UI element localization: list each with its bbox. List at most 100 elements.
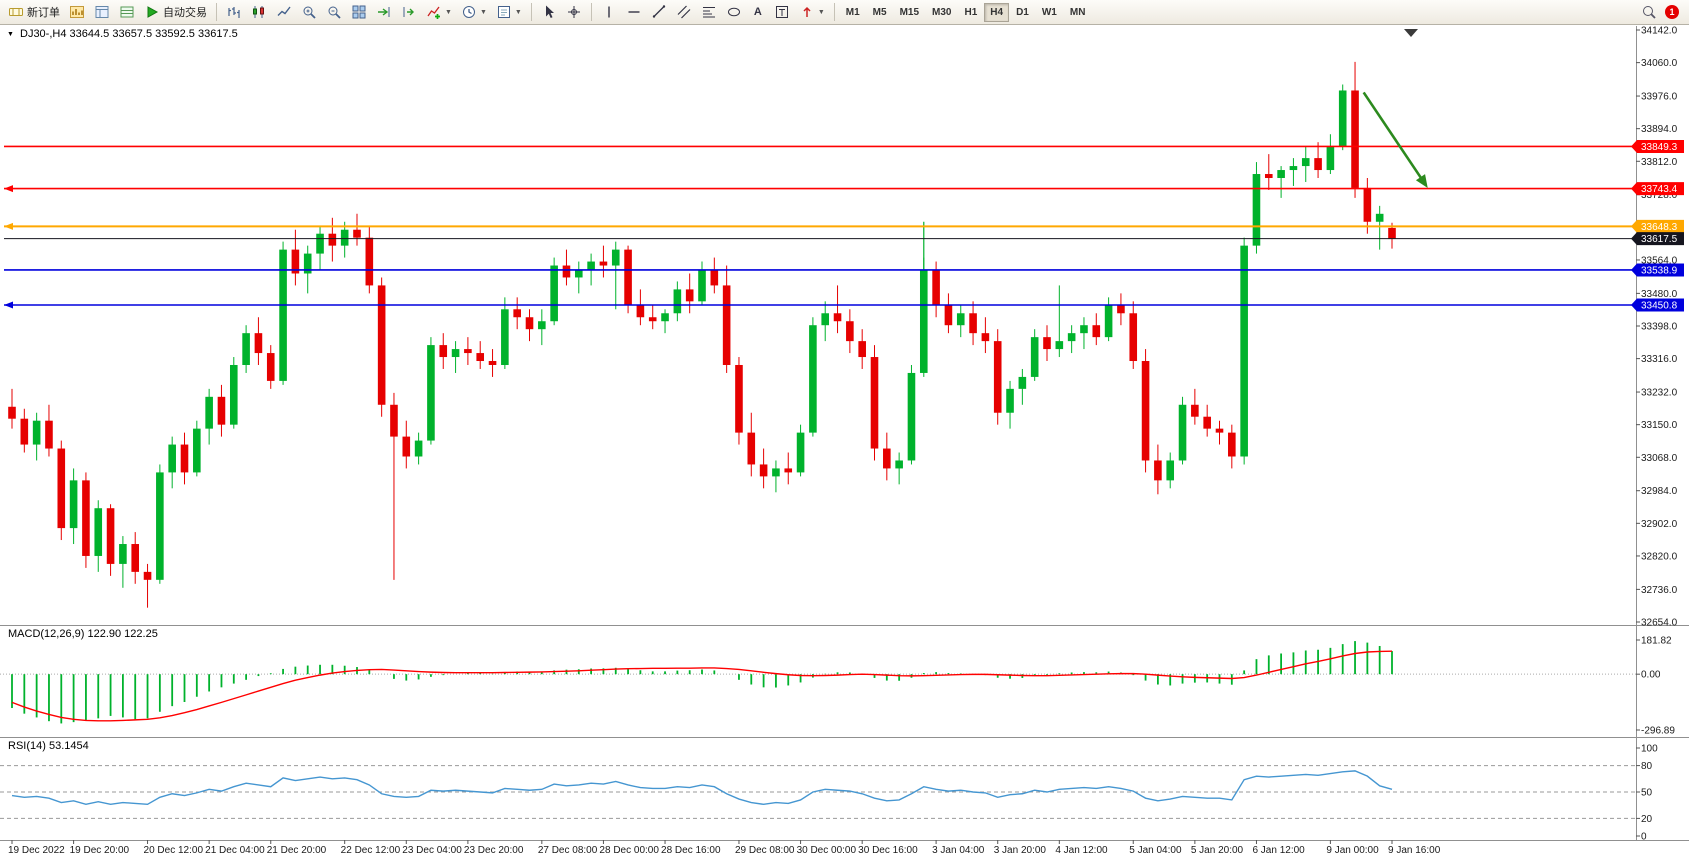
search-button[interactable] xyxy=(1637,2,1661,23)
svg-text:6 Jan 12:00: 6 Jan 12:00 xyxy=(1252,845,1305,856)
chart-shift-icon xyxy=(403,7,414,17)
auto-scroll-icon xyxy=(378,7,390,17)
dropdown-caret-icon: ▼ xyxy=(514,8,522,16)
arrows-tool-button[interactable]: ▼ xyxy=(795,2,829,23)
auto-trading-button[interactable]: 自动交易 xyxy=(140,2,211,23)
hline-anchor-icon xyxy=(4,185,13,193)
svg-text:33976.0: 33976.0 xyxy=(1641,92,1678,103)
svg-text:33812.0: 33812.0 xyxy=(1641,157,1678,168)
svg-text:33232.0: 33232.0 xyxy=(1641,388,1678,399)
dropdown-caret-icon: ▼ xyxy=(445,8,452,16)
svg-text:33743.4: 33743.4 xyxy=(1641,184,1678,195)
fibonacci-icon xyxy=(702,7,715,18)
symbol-collapse-icon[interactable]: ▼ xyxy=(7,31,14,38)
hline-anchor-icon xyxy=(4,301,13,309)
indicators-button[interactable]: ▼ xyxy=(422,2,456,23)
rsi-line xyxy=(11,770,1393,806)
new-order-button[interactable]: 新订单 xyxy=(4,2,64,23)
rsi-label: RSI(14) 53.1454 xyxy=(8,740,89,752)
horizontal-line-tool-button[interactable] xyxy=(622,2,646,23)
time-axis xyxy=(11,840,1393,844)
chart-shift-button[interactable] xyxy=(397,2,421,23)
svg-text:0.00: 0.00 xyxy=(1641,670,1661,681)
terminal-button[interactable] xyxy=(115,2,139,23)
timeframe-m30[interactable]: M30 xyxy=(932,6,952,18)
candlestick-chart-icon xyxy=(253,6,264,18)
fibonacci-tool-button[interactable] xyxy=(697,2,721,23)
templates-icon xyxy=(497,6,510,18)
dropdown-caret-icon: ▼ xyxy=(817,8,825,16)
periods-icon xyxy=(462,6,475,18)
templates-button[interactable]: ▼ xyxy=(492,2,526,23)
svg-text:33450.8: 33450.8 xyxy=(1641,300,1678,311)
price-label-33743.4 xyxy=(1631,182,1684,196)
svg-text:33849.3: 33849.3 xyxy=(1641,142,1678,153)
timeframe-m5[interactable]: M5 xyxy=(872,6,887,18)
line-chart-button[interactable] xyxy=(272,2,296,23)
search-icon xyxy=(1643,6,1656,19)
svg-text:32902.0: 32902.0 xyxy=(1641,519,1678,530)
svg-text:30 Dec 00:00: 30 Dec 00:00 xyxy=(797,845,857,856)
timeframe-h1[interactable]: H1 xyxy=(964,6,978,18)
vertical-line-tool-button[interactable] xyxy=(597,2,621,23)
svg-text:34142.0: 34142.0 xyxy=(1641,26,1678,37)
toolbar-separator xyxy=(590,3,592,21)
timeframe-m1[interactable]: M1 xyxy=(845,6,860,18)
arrow-annotation-head-icon xyxy=(1415,174,1428,188)
arrow-annotation[interactable] xyxy=(1362,91,1425,183)
horizontal-line-icon xyxy=(628,11,640,13)
indicators-icon xyxy=(427,6,440,19)
text-label-tool-button[interactable] xyxy=(770,2,794,23)
auto-scroll-button[interactable] xyxy=(372,2,396,23)
svg-text:33617.5: 33617.5 xyxy=(1641,234,1678,245)
chart-ohlc-label: DJ30-,H4 33644.5 33657.5 33592.5 33617.5 xyxy=(20,28,238,40)
svg-text:33538.9: 33538.9 xyxy=(1641,265,1678,276)
new-order-icon xyxy=(9,8,23,16)
trendline-icon xyxy=(652,5,666,18)
market-watch-button[interactable] xyxy=(65,2,89,23)
svg-text:19 Dec 2022: 19 Dec 2022 xyxy=(8,845,65,856)
text-tool-button[interactable]: A xyxy=(747,2,769,23)
svg-text:33894.0: 33894.0 xyxy=(1641,124,1678,135)
tile-windows-button[interactable] xyxy=(347,2,371,23)
candlestick-chart-button[interactable] xyxy=(247,2,271,23)
svg-text:33564.0: 33564.0 xyxy=(1641,255,1678,266)
svg-text:9 Jan 16:00: 9 Jan 16:00 xyxy=(1388,845,1441,856)
zoom-in-button[interactable] xyxy=(297,2,321,23)
svg-text:21 Dec 04:00: 21 Dec 04:00 xyxy=(205,845,265,856)
channel-tool-button[interactable] xyxy=(672,2,696,23)
svg-text:33480.0: 33480.0 xyxy=(1641,289,1678,300)
svg-text:32736.0: 32736.0 xyxy=(1641,585,1678,596)
timeframe-w1[interactable]: W1 xyxy=(1041,6,1057,18)
trendline-tool-button[interactable] xyxy=(647,2,671,23)
zoom-out-button[interactable] xyxy=(322,2,346,23)
svg-text:9 Jan 00:00: 9 Jan 00:00 xyxy=(1326,845,1379,856)
periods-button[interactable]: ▼ xyxy=(457,2,491,23)
navigator-button[interactable] xyxy=(90,2,114,23)
toolbar-separator xyxy=(833,3,835,21)
bar-chart-button[interactable] xyxy=(222,2,246,23)
text-label-icon xyxy=(775,6,788,18)
market-watch-icon xyxy=(70,6,84,18)
auto-trading-icon xyxy=(147,6,159,18)
crosshair-button[interactable] xyxy=(562,2,586,23)
timeframe-h4[interactable]: H4 xyxy=(984,2,1010,22)
svg-text:20 Dec 12:00: 20 Dec 12:00 xyxy=(144,845,204,856)
timeframe-d1[interactable]: D1 xyxy=(1016,6,1029,18)
svg-text:32984.0: 32984.0 xyxy=(1641,486,1678,497)
timeframe-m15[interactable]: M15 xyxy=(899,6,920,18)
hline-anchor-icon xyxy=(4,222,13,230)
svg-text:32820.0: 32820.0 xyxy=(1641,551,1678,562)
timeframe-mn[interactable]: MN xyxy=(1069,6,1086,18)
macd-axis xyxy=(1636,639,1640,731)
chart-shift-marker-icon[interactable] xyxy=(1404,29,1418,37)
notification-badge[interactable]: 1 xyxy=(1665,5,1679,19)
shapes-tool-button[interactable] xyxy=(722,2,746,23)
toolbar-separator xyxy=(216,3,217,21)
svg-text:20: 20 xyxy=(1641,814,1653,825)
svg-text:21 Dec 20:00: 21 Dec 20:00 xyxy=(267,845,327,856)
shapes-icon xyxy=(727,7,740,17)
crosshair-icon xyxy=(567,6,580,18)
cursor-button[interactable] xyxy=(537,2,561,23)
